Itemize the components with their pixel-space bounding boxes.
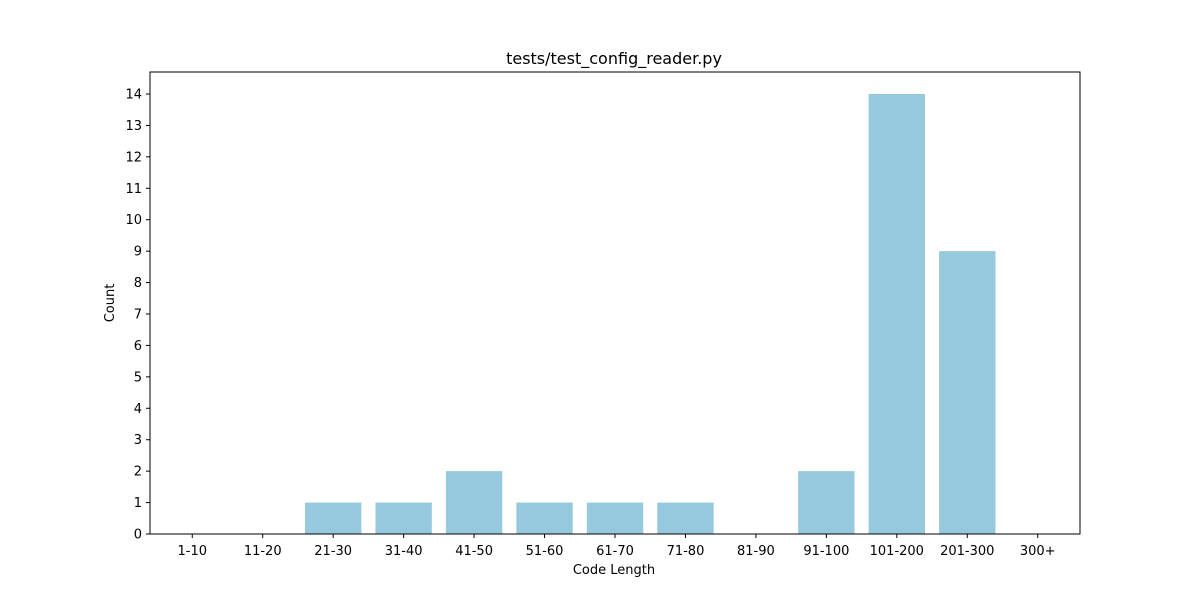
- x-tick-label: 101-200: [870, 544, 924, 559]
- x-tick-label: 31-40: [385, 544, 423, 559]
- x-tick-label: 1-10: [178, 544, 208, 559]
- bar-61-70: [586, 502, 644, 534]
- bar-21-30: [305, 502, 362, 534]
- bar-51-60: [516, 502, 573, 534]
- bar-71-80: [657, 502, 714, 534]
- y-tick-label: 9: [134, 245, 142, 260]
- bar-201-300: [939, 251, 996, 534]
- y-tick-label: 10: [125, 213, 142, 228]
- y-tick-label: 14: [125, 88, 142, 103]
- x-tick-label: 71-80: [667, 544, 705, 559]
- y-tick-label: 2: [134, 465, 142, 480]
- bar-41-50: [445, 471, 503, 534]
- y-tick-label: 13: [125, 119, 142, 134]
- bar-101-200: [868, 94, 925, 534]
- y-tick-label: 5: [134, 370, 142, 385]
- x-tick-label: 11-20: [244, 544, 282, 559]
- y-tick-label: 11: [125, 182, 142, 197]
- x-axis-label: Code Length: [573, 563, 655, 578]
- x-tick-label: 21-30: [314, 544, 352, 559]
- chart-title: tests/test_config_reader.py: [506, 49, 722, 69]
- x-tick-label: 81-90: [737, 544, 775, 559]
- x-tick-label: 61-70: [596, 544, 634, 559]
- x-axis: 1-10 11-20 21-30 31-40 41-50 51-60 61-70 71-80 8…: [178, 534, 1056, 559]
- x-tick-label: 300+: [1020, 544, 1056, 559]
- y-tick-label: 0: [134, 528, 142, 543]
- bar-91-100: [798, 471, 855, 534]
- y-tick-label: 6: [134, 339, 142, 354]
- x-tick-label: 201-300: [940, 544, 994, 559]
- y-tick-label: 7: [134, 308, 142, 323]
- y-tick-label: 3: [134, 433, 142, 448]
- y-axis-label: Count: [103, 284, 118, 323]
- y-tick-label: 8: [134, 276, 142, 291]
- y-tick-label: 4: [134, 402, 142, 417]
- x-tick-label: 51-60: [526, 544, 564, 559]
- bar-31-40: [375, 502, 432, 534]
- x-tick-label: 91-100: [803, 544, 849, 559]
- y-tick-label: 1: [134, 496, 142, 511]
- x-tick-label: 41-50: [455, 544, 493, 559]
- y-tick-label: 12: [125, 150, 142, 165]
- bars-group: [305, 94, 996, 534]
